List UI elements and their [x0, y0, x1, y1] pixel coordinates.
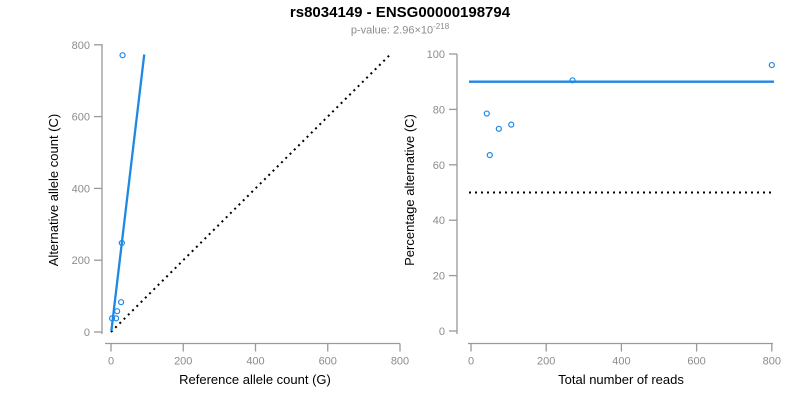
data-point [118, 299, 125, 306]
data-point [768, 61, 775, 69]
y-tick-label: 600 [72, 112, 90, 124]
data-point [508, 121, 515, 128]
left-plot-allele-counts: 0 200 400 600 800 0 200 400 600 800 Reference all… [46, 40, 409, 387]
pvalue-label: p-value: [350, 24, 394, 37]
x-tick-label: 400 [246, 356, 264, 368]
y-tick-label: 0 [439, 326, 445, 338]
right-plot-percentage: 0 200 400 600 800 0 20 40 60 80 100 Total number o… [402, 49, 781, 387]
left-y-axis-title: Alternative allele count (C) [46, 114, 61, 266]
x-tick-label: 400 [612, 356, 630, 368]
pvalue-exponent: -218 [433, 22, 450, 31]
x-tick-label: 200 [537, 356, 555, 368]
data-point [483, 110, 490, 117]
data-point [486, 152, 493, 159]
data-point [569, 77, 576, 84]
figure-subtitle: p-value: 2.96×10-218 [0, 22, 800, 37]
x-tick-label: 0 [108, 356, 114, 368]
y-tick-label: 800 [72, 40, 90, 52]
left-x-axis-title: Reference allele count (G) [179, 372, 331, 387]
y-tick-label: 60 [433, 160, 445, 172]
x-tick-label: 800 [391, 356, 409, 368]
y-tick-label: 40 [433, 215, 445, 227]
right-x-axis-title: Total number of reads [558, 372, 684, 387]
x-tick-label: 800 [763, 356, 781, 368]
data-point [112, 315, 120, 322]
y-tick-label: 0 [84, 327, 90, 339]
right-y-axis-title: Percentage alternative (C) [402, 114, 417, 266]
y-tick-label: 200 [72, 255, 90, 267]
y-tick-label: 400 [72, 183, 90, 195]
y-tick-label: 80 [433, 104, 445, 116]
x-tick-label: 600 [687, 356, 705, 368]
reference-line [110, 54, 391, 333]
data-point [108, 315, 116, 322]
data-point [114, 308, 121, 315]
data-point [118, 239, 125, 247]
fit-line [110, 54, 146, 332]
y-tick-label: 100 [427, 49, 445, 61]
x-tick-label: 200 [174, 356, 192, 368]
data-point [495, 125, 502, 132]
pvalue-mantissa: 2.96×10 [393, 24, 434, 37]
x-tick-label: 600 [319, 356, 337, 368]
y-tick-label: 20 [433, 271, 445, 283]
data-point [119, 52, 126, 59]
figure-title: rs8034149 - ENSG00000198794 [289, 4, 511, 21]
x-tick-label: 0 [468, 356, 474, 368]
